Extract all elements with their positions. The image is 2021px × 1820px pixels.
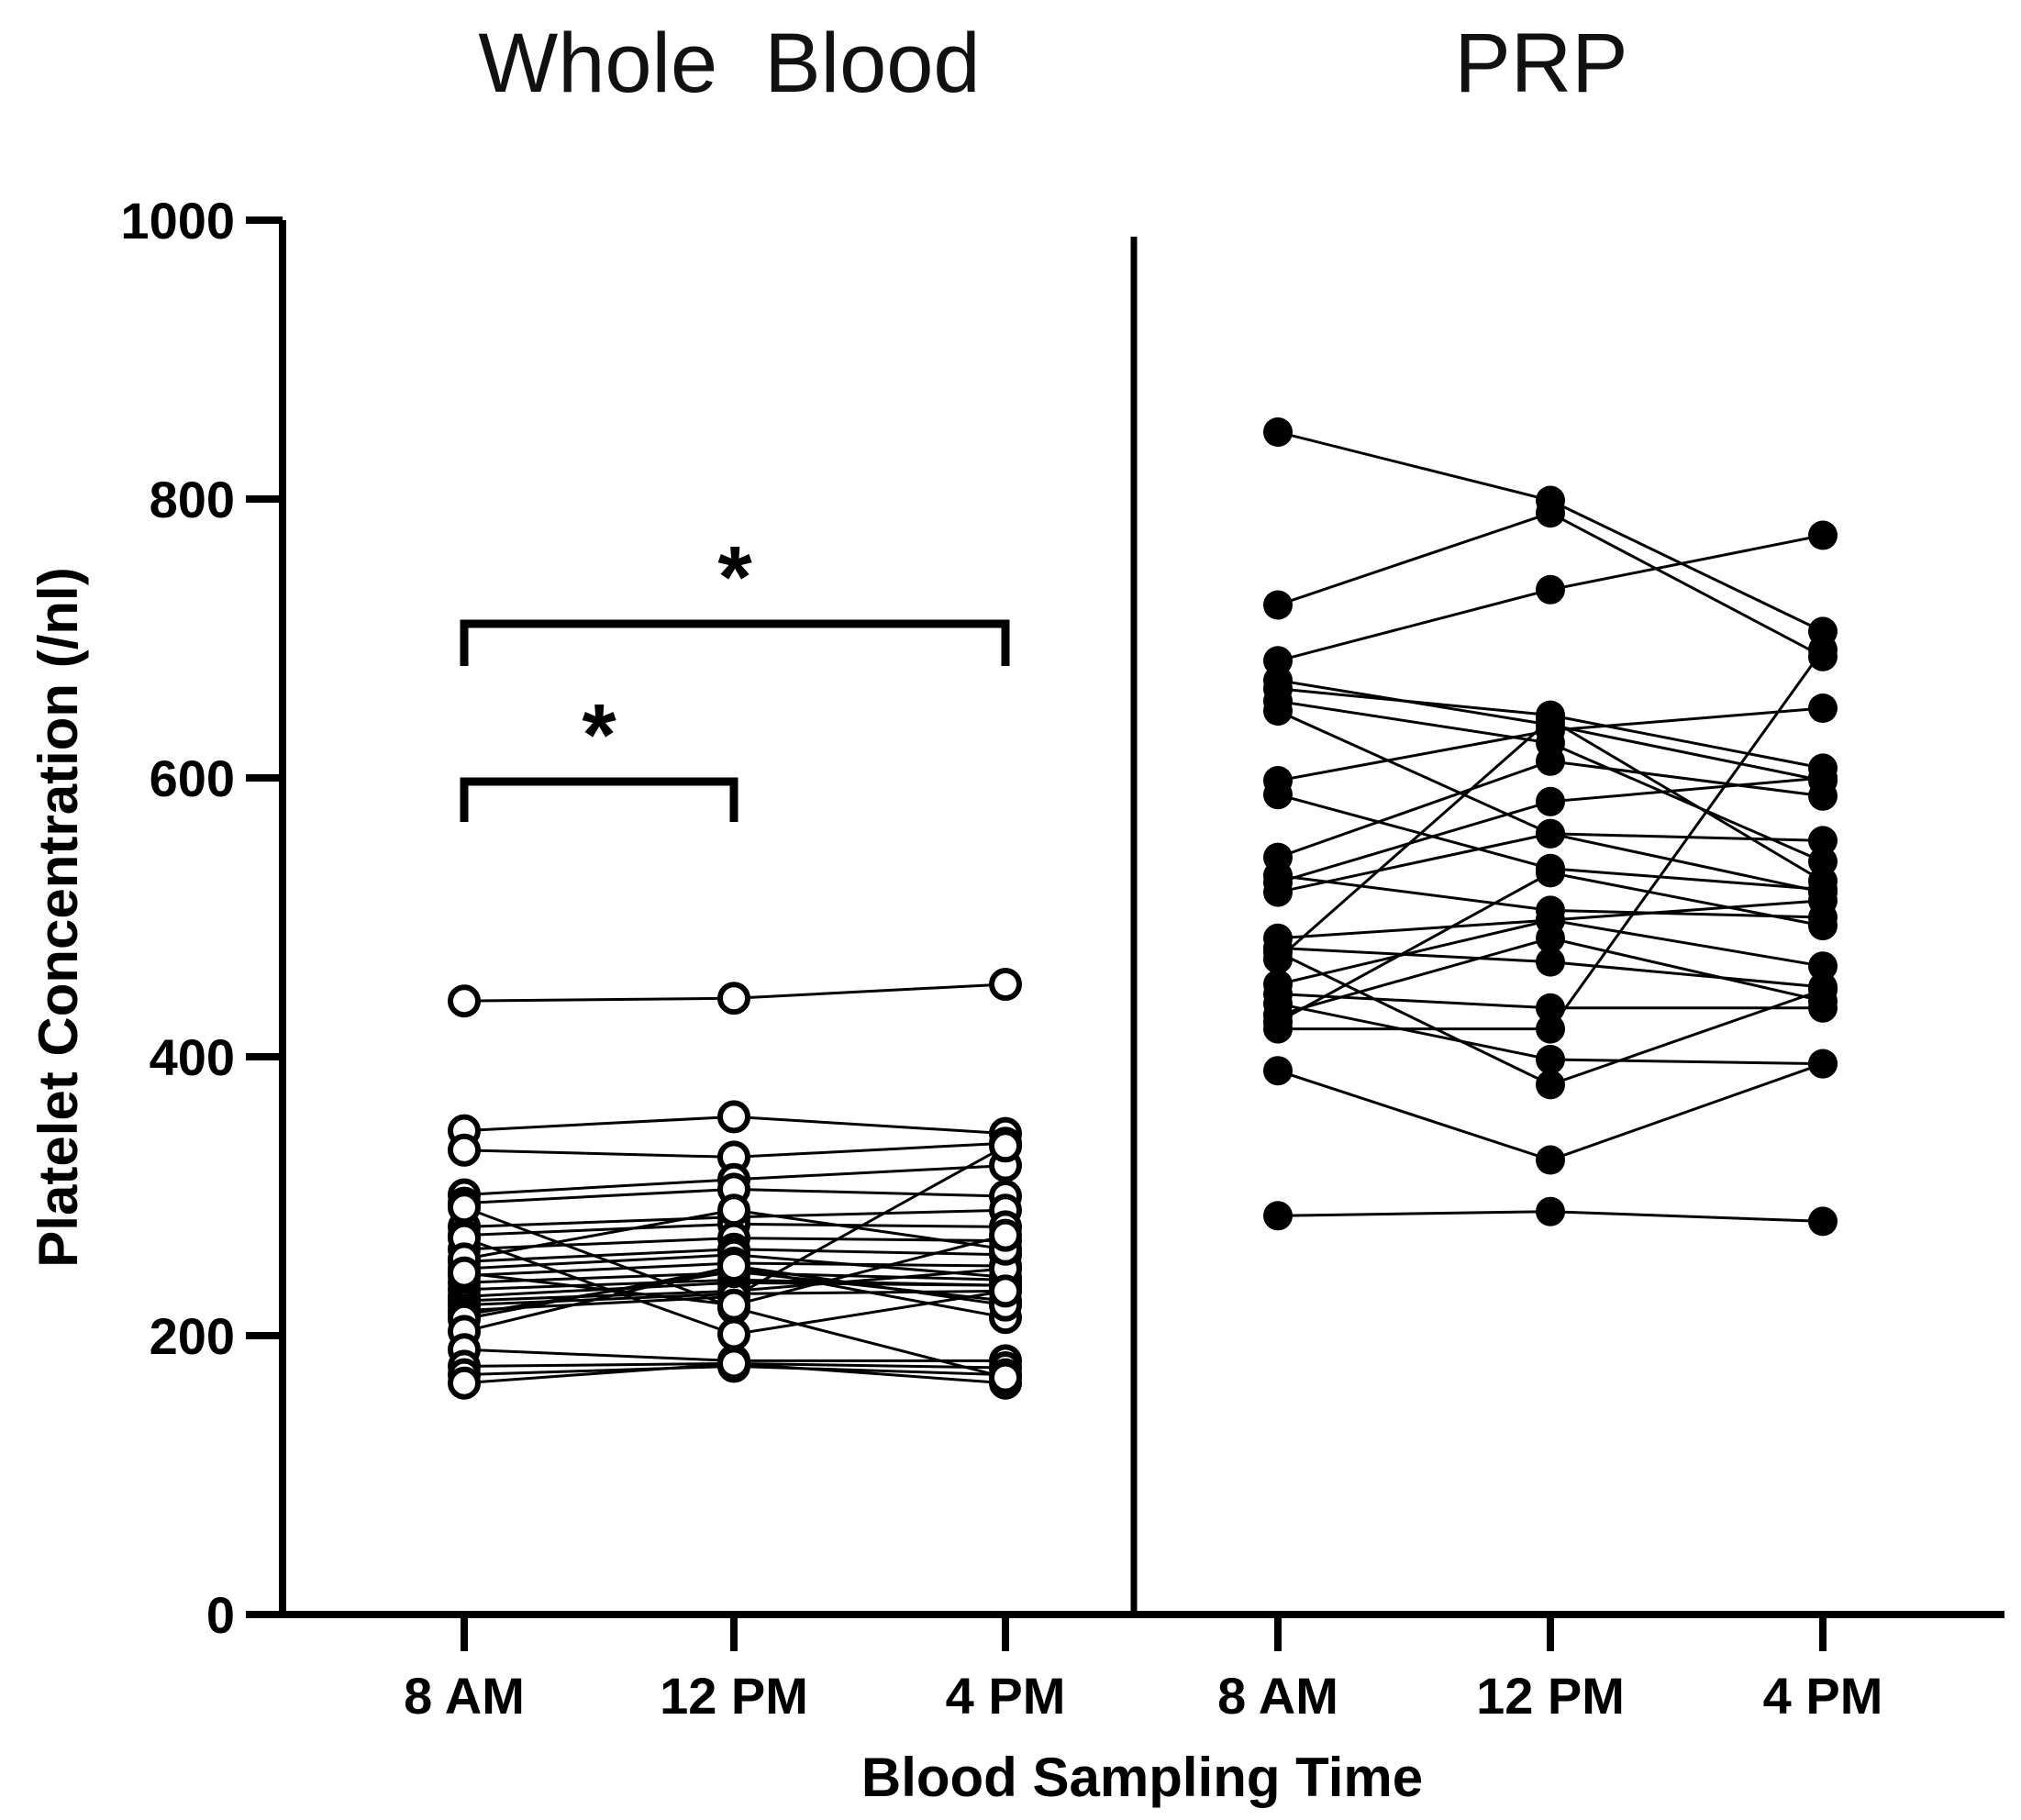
data-point [1808, 866, 1838, 896]
data-point [1536, 1045, 1565, 1074]
data-point [448, 1256, 481, 1290]
subject-markers-panel-1 [448, 968, 1022, 1400]
panel-title-prp: PRP [1454, 17, 1627, 110]
y-ticks: 0 200 400 600 800 1000 [120, 192, 283, 1644]
data-point [989, 1274, 1022, 1308]
data-point [1808, 520, 1838, 550]
data-point [1263, 877, 1293, 907]
data-point [1263, 780, 1293, 810]
y-tick-label: 0 [206, 1586, 235, 1644]
data-point [1536, 786, 1565, 816]
data-point [1263, 590, 1293, 620]
data-point [1808, 1206, 1838, 1237]
data-point [1808, 951, 1838, 982]
data-point [1263, 696, 1293, 726]
data-point [717, 1317, 750, 1351]
x-tick-label: 8 AM [1217, 1667, 1338, 1725]
data-point [1536, 1014, 1565, 1044]
data-point [1808, 694, 1838, 723]
x-tick-label: 4 PM [1763, 1667, 1883, 1725]
data-point [1536, 574, 1565, 605]
y-tick-label: 600 [150, 749, 235, 807]
data-point [1536, 498, 1565, 528]
significance-brackets: ** [460, 528, 1010, 822]
data-point [1263, 938, 1293, 967]
data-series [448, 417, 1838, 1400]
data-point [1536, 947, 1565, 977]
data-point [1263, 417, 1293, 447]
x-tick-label: 4 PM [946, 1667, 1066, 1725]
y-axis-title: Platelet Concentration (/nl) [28, 567, 89, 1267]
data-point [1536, 818, 1565, 849]
data-point [448, 984, 481, 1018]
data-point [717, 1193, 750, 1227]
data-point [1536, 923, 1565, 953]
data-point [1808, 1049, 1838, 1079]
data-point [1808, 975, 1838, 1004]
data-point [1808, 763, 1838, 793]
x-tick-label: 12 PM [1476, 1667, 1625, 1725]
y-tick-label: 400 [150, 1028, 235, 1086]
data-point [717, 982, 750, 1015]
significance-star: * [717, 528, 752, 627]
data-point [1808, 911, 1838, 941]
data-point [717, 1100, 750, 1134]
data-point [717, 1249, 750, 1282]
data-point [1536, 858, 1565, 888]
data-point [989, 1218, 1022, 1252]
data-point [448, 1133, 481, 1167]
data-point [1536, 1070, 1565, 1100]
x-tick-label: 8 AM [404, 1667, 525, 1725]
data-point [717, 1347, 750, 1381]
data-point [1263, 1014, 1293, 1044]
panel-title-whole-blood: Whole Blood [478, 17, 980, 110]
significance-star: * [582, 686, 616, 784]
data-point [989, 968, 1022, 1001]
data-point [1536, 705, 1565, 735]
data-point [989, 1129, 1022, 1163]
data-point [717, 1288, 750, 1322]
x-axis-title: Blood Sampling Time [861, 1747, 1423, 1808]
data-point [1808, 826, 1838, 856]
y-tick-label: 200 [150, 1307, 235, 1365]
data-point [448, 1366, 481, 1400]
data-point [1808, 635, 1838, 665]
data-point [1263, 1201, 1293, 1231]
subject-markers-panel-2 [1263, 417, 1838, 1237]
data-point [1263, 1056, 1293, 1086]
data-point [1536, 1196, 1565, 1226]
significance-bracket [460, 777, 738, 822]
data-point [1536, 993, 1565, 1023]
x-ticks: 8 AM 12 PM 4 PM 8 AM 12 PM 4 PM [404, 1615, 1882, 1725]
data-point [448, 1191, 481, 1225]
data-point [1536, 746, 1565, 776]
y-tick-label: 1000 [120, 192, 235, 250]
y-tick-label: 800 [150, 471, 235, 528]
significance-bracket [460, 619, 1010, 666]
data-point [989, 1360, 1022, 1394]
x-tick-label: 12 PM [660, 1667, 808, 1725]
data-point [1536, 1145, 1565, 1175]
